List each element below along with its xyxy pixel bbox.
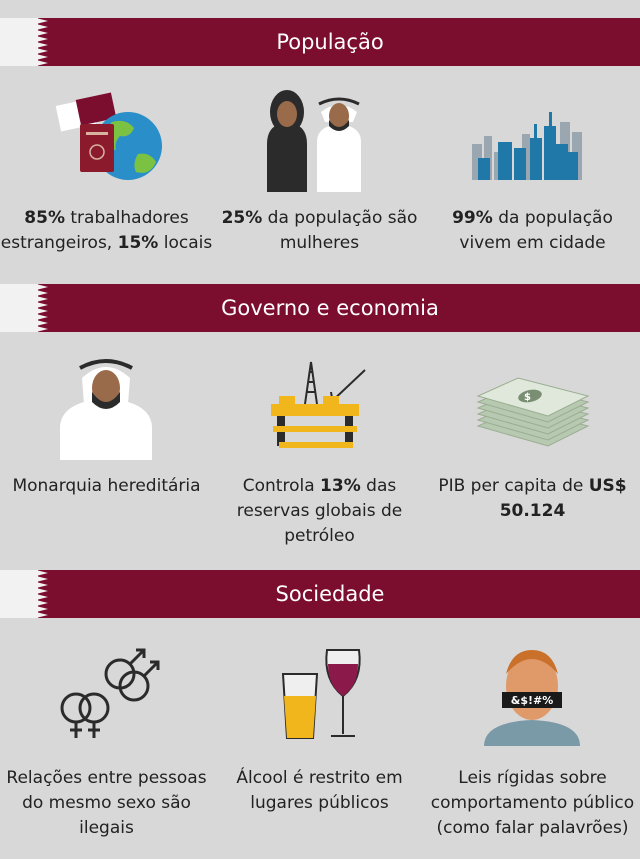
section-banner-sociedade: Sociedade [0,570,640,618]
section-title: Governo e economia [221,296,439,320]
section-title: Sociedade [275,582,385,606]
caption: Leis rígidas sobre comportamento público… [430,768,635,838]
caption: Controla 13% das reservas globais de pet… [236,476,403,546]
flag-serration [36,284,48,332]
censor-text: &$!#% [511,694,554,707]
caption: 99% da população vivem em cidade [452,208,613,253]
section-title: População [276,30,384,54]
caption: 25% da população são mulheres [221,208,418,253]
caption: Monarquia hereditária [12,476,201,496]
flag-serration [36,18,48,66]
caption: Relações entre pessoas do mesmo sexo são… [6,768,207,838]
caption: 85% trabalhadores estrangeiros, 15% loca… [0,208,213,253]
censored-speech-icon: &$!#% [484,650,580,746]
globe-passport-icon [55,92,162,180]
people-icon [267,90,361,192]
gender-symbols-icon [60,648,160,738]
caption: Álcool é restrito em lugares públicos [236,768,403,813]
flag-serration [36,570,48,618]
section-banner-populacao: População [0,18,640,66]
oil-rig-icon [271,361,366,448]
section-banner-governo: Governo e economia [0,284,640,332]
svg-text:$: $ [524,392,531,403]
alcohol-glasses-icon [281,649,361,739]
caption: PIB per capita de US$ 50.124 [438,476,627,521]
city-skyline-icon [472,112,582,180]
money-stack-icon: $ [476,377,590,447]
monarch-icon [60,359,152,460]
